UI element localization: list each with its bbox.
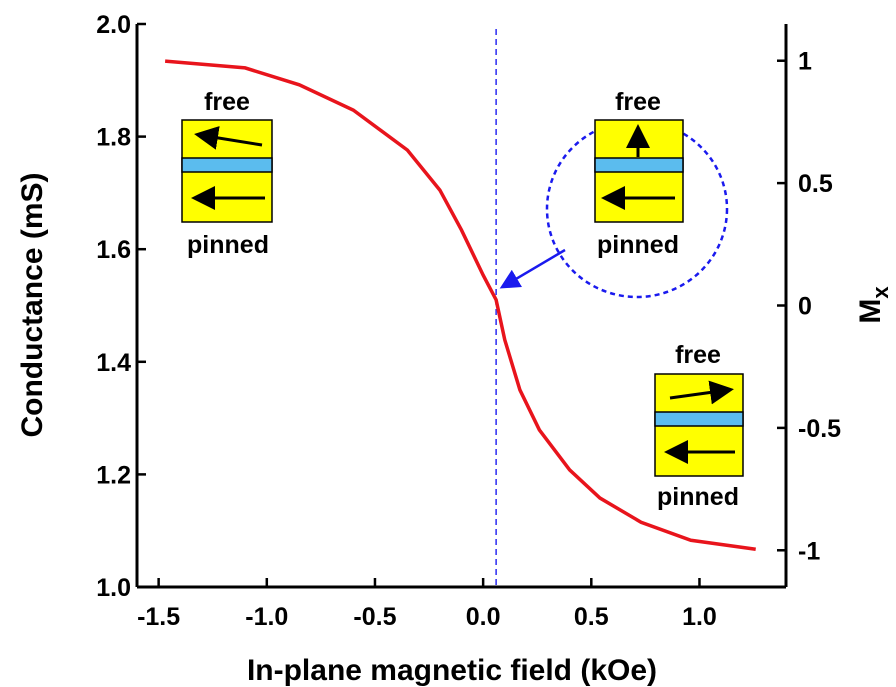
free-arrow [669, 380, 734, 405]
free-label: free [675, 341, 721, 369]
x-tick-label: 1.0 [682, 603, 717, 631]
x-axis-label: In-plane magnetic field (kOe) [247, 654, 657, 687]
x-tick-label: -1.5 [137, 603, 180, 631]
x-tick-label: 0.5 [574, 603, 609, 631]
y-tick-label: 1.2 [96, 461, 131, 489]
x-tick-label: 0.0 [466, 603, 501, 631]
curve [164, 59, 756, 552]
free-label: free [615, 88, 661, 116]
free-label: free [204, 88, 250, 116]
y2-tick-label: 0 [798, 293, 812, 321]
y2-tick-label: 1 [798, 48, 812, 76]
free-arrow [194, 126, 263, 150]
y-tick-label: 1.6 [96, 236, 131, 264]
insets: free pinned free pinned free pinned [181, 88, 744, 511]
pinned-label: pinned [597, 231, 679, 259]
y2-tick-label: -1 [798, 537, 820, 565]
y-tick-label: 2.0 [96, 11, 131, 39]
y-tick-label: 1.4 [96, 349, 131, 377]
y-axis-label: Conductance (mS) [16, 172, 49, 437]
y2-axis-label: Mx [854, 286, 893, 324]
pinned-label: pinned [657, 483, 739, 511]
x-tick-label: -0.5 [353, 603, 396, 631]
barrier [594, 157, 684, 173]
y2-label-sub: x [868, 286, 893, 299]
y-tick-label: 1.0 [96, 574, 131, 602]
y2-label-main: M [854, 299, 887, 324]
pinned-label: pinned [187, 231, 269, 259]
barrier [654, 411, 744, 427]
x-tick-label: -1.0 [245, 603, 288, 631]
y-tick-label: 1.8 [96, 124, 131, 152]
y2-tick-label: -0.5 [798, 415, 841, 443]
barrier [181, 157, 273, 173]
pointer-arrow [499, 248, 566, 289]
y2-tick-label: 0.5 [798, 170, 833, 198]
